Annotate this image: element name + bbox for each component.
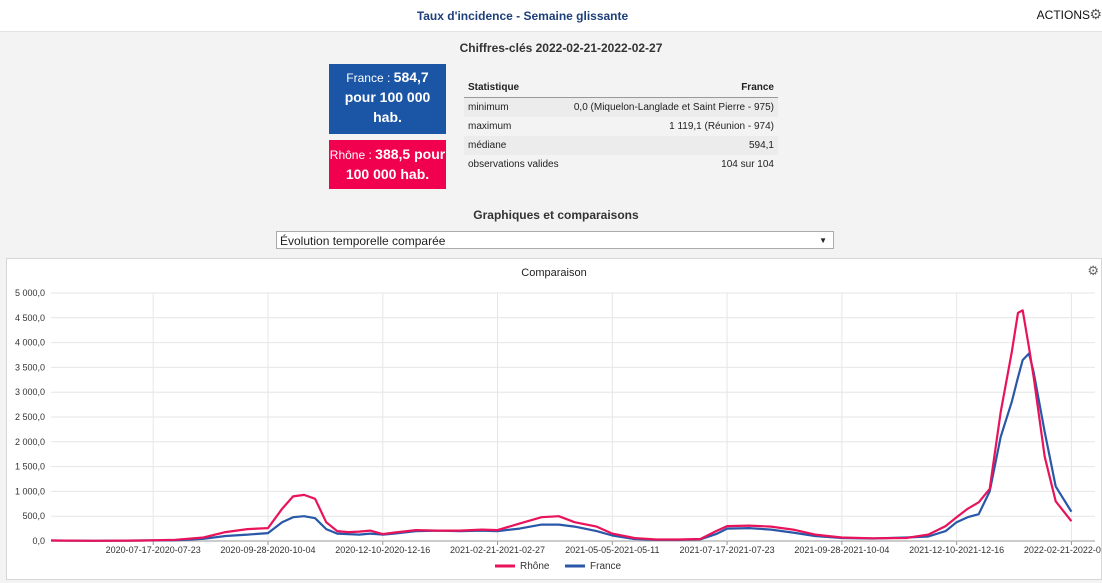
actions-button[interactable]: ACTIONS bbox=[1036, 8, 1090, 22]
france-unit: pour 100 000 hab. bbox=[344, 89, 431, 125]
chart-gear-icon[interactable]: ⚙ bbox=[1087, 263, 1099, 278]
series-line-france bbox=[50, 352, 1073, 542]
y-tick-label: 3 500,0 bbox=[15, 362, 45, 372]
table-row: observations valides 104 sur 104 bbox=[464, 155, 778, 174]
select-value: Évolution temporelle comparée bbox=[280, 234, 446, 248]
y-tick-label: 1 500,0 bbox=[15, 462, 45, 472]
table-row: médiane 594,1 bbox=[464, 136, 778, 155]
graphs-title: Graphiques et comparaisons bbox=[473, 208, 639, 222]
chart-type-select[interactable]: Évolution temporelle comparée ▼ bbox=[276, 231, 834, 249]
x-tick-label: 2020-12-10-2020-12-16 bbox=[335, 545, 430, 555]
x-tick-label: 2021-02-21-2021-02-27 bbox=[450, 545, 545, 555]
france-label: France : bbox=[346, 71, 394, 85]
y-tick-label: 5 000,0 bbox=[15, 288, 45, 298]
x-tick-label: 2021-12-10-2021-12-16 bbox=[909, 545, 1004, 555]
series-line-rhone bbox=[50, 309, 1073, 542]
y-tick-label: 2 000,0 bbox=[15, 437, 45, 447]
stats-header-statistic: Statistique bbox=[464, 78, 565, 98]
stat-name: médiane bbox=[464, 136, 565, 155]
stats-header-france: France bbox=[564, 78, 778, 98]
stat-value: 0,0 (Miquelon-Langlade et Saint Pierre -… bbox=[564, 97, 778, 117]
y-tick-label: 2 500,0 bbox=[15, 412, 45, 422]
rhone-label: Rhône : bbox=[329, 148, 376, 162]
x-tick-label: 2020-07-17-2020-07-23 bbox=[106, 545, 201, 555]
comparison-chart: Comparaison 0,0 500,0 1 000,0 1 500,0 2 000,… bbox=[15, 267, 1101, 572]
x-tick-label: 2021-09-28-2021-10-04 bbox=[794, 545, 889, 555]
stat-value: 594,1 bbox=[564, 136, 778, 155]
rhone-value: 388,5 pour bbox=[375, 146, 446, 162]
gear-icon[interactable]: ⚙ bbox=[1089, 6, 1102, 22]
stat-name: minimum bbox=[464, 97, 565, 117]
rhone-value-box: Rhône : 388,5 pour 100 000 hab. bbox=[329, 140, 446, 189]
x-tick-label: 2022-02-21-2022-02-27 bbox=[1024, 545, 1101, 555]
y-tick-label: 4 500,0 bbox=[15, 313, 45, 323]
france-value: 584,7 bbox=[393, 69, 429, 85]
x-tick-label: 2021-05-05-2021-05-11 bbox=[565, 545, 659, 555]
stat-value: 1 119,1 (Réunion - 974) bbox=[669, 121, 774, 132]
legend-label: Rhône bbox=[520, 561, 550, 572]
x-tick-label: 2020-09-28-2020-10-04 bbox=[220, 545, 315, 555]
chart-title: Comparaison bbox=[521, 267, 586, 279]
page-title: Taux d'incidence - Semaine glissante bbox=[416, 9, 629, 23]
top-bar: Taux d'incidence - Semaine glissante ACT… bbox=[0, 0, 1102, 32]
y-tick-label: 500,0 bbox=[22, 511, 45, 521]
key-figures-title: Chiffres-clés 2022-02-21-2022-02-27 bbox=[459, 41, 663, 55]
stats-table: Statistique France minimum 0,0 (Miquelon-… bbox=[464, 78, 778, 174]
y-tick-label: 0,0 bbox=[32, 536, 45, 546]
y-tick-label: 1 000,0 bbox=[15, 486, 45, 496]
rhone-unit: 100 000 hab. bbox=[345, 166, 430, 182]
table-row: minimum 0,0 (Miquelon-Langlade et Saint P… bbox=[464, 97, 778, 117]
france-value-box: France : 584,7 pour 100 000 hab. bbox=[329, 64, 446, 134]
stat-name: observations valides bbox=[468, 159, 559, 170]
stat-value: 104 sur 104 bbox=[721, 159, 774, 170]
chevron-down-icon: ▼ bbox=[819, 236, 827, 245]
chart-panel: ⚙ Comparaison 0,0 500,0 1 000,0 1 500,0 2 00… bbox=[6, 258, 1102, 580]
y-tick-label: 4 000,0 bbox=[15, 338, 45, 348]
table-row: maximum 1 119,1 (Réunion - 974) bbox=[464, 117, 778, 136]
legend-label: France bbox=[590, 561, 622, 572]
x-tick-label: 2021-07-17-2021-07-23 bbox=[680, 545, 775, 555]
stat-name: maximum bbox=[468, 121, 512, 132]
y-tick-label: 3 000,0 bbox=[15, 387, 45, 397]
